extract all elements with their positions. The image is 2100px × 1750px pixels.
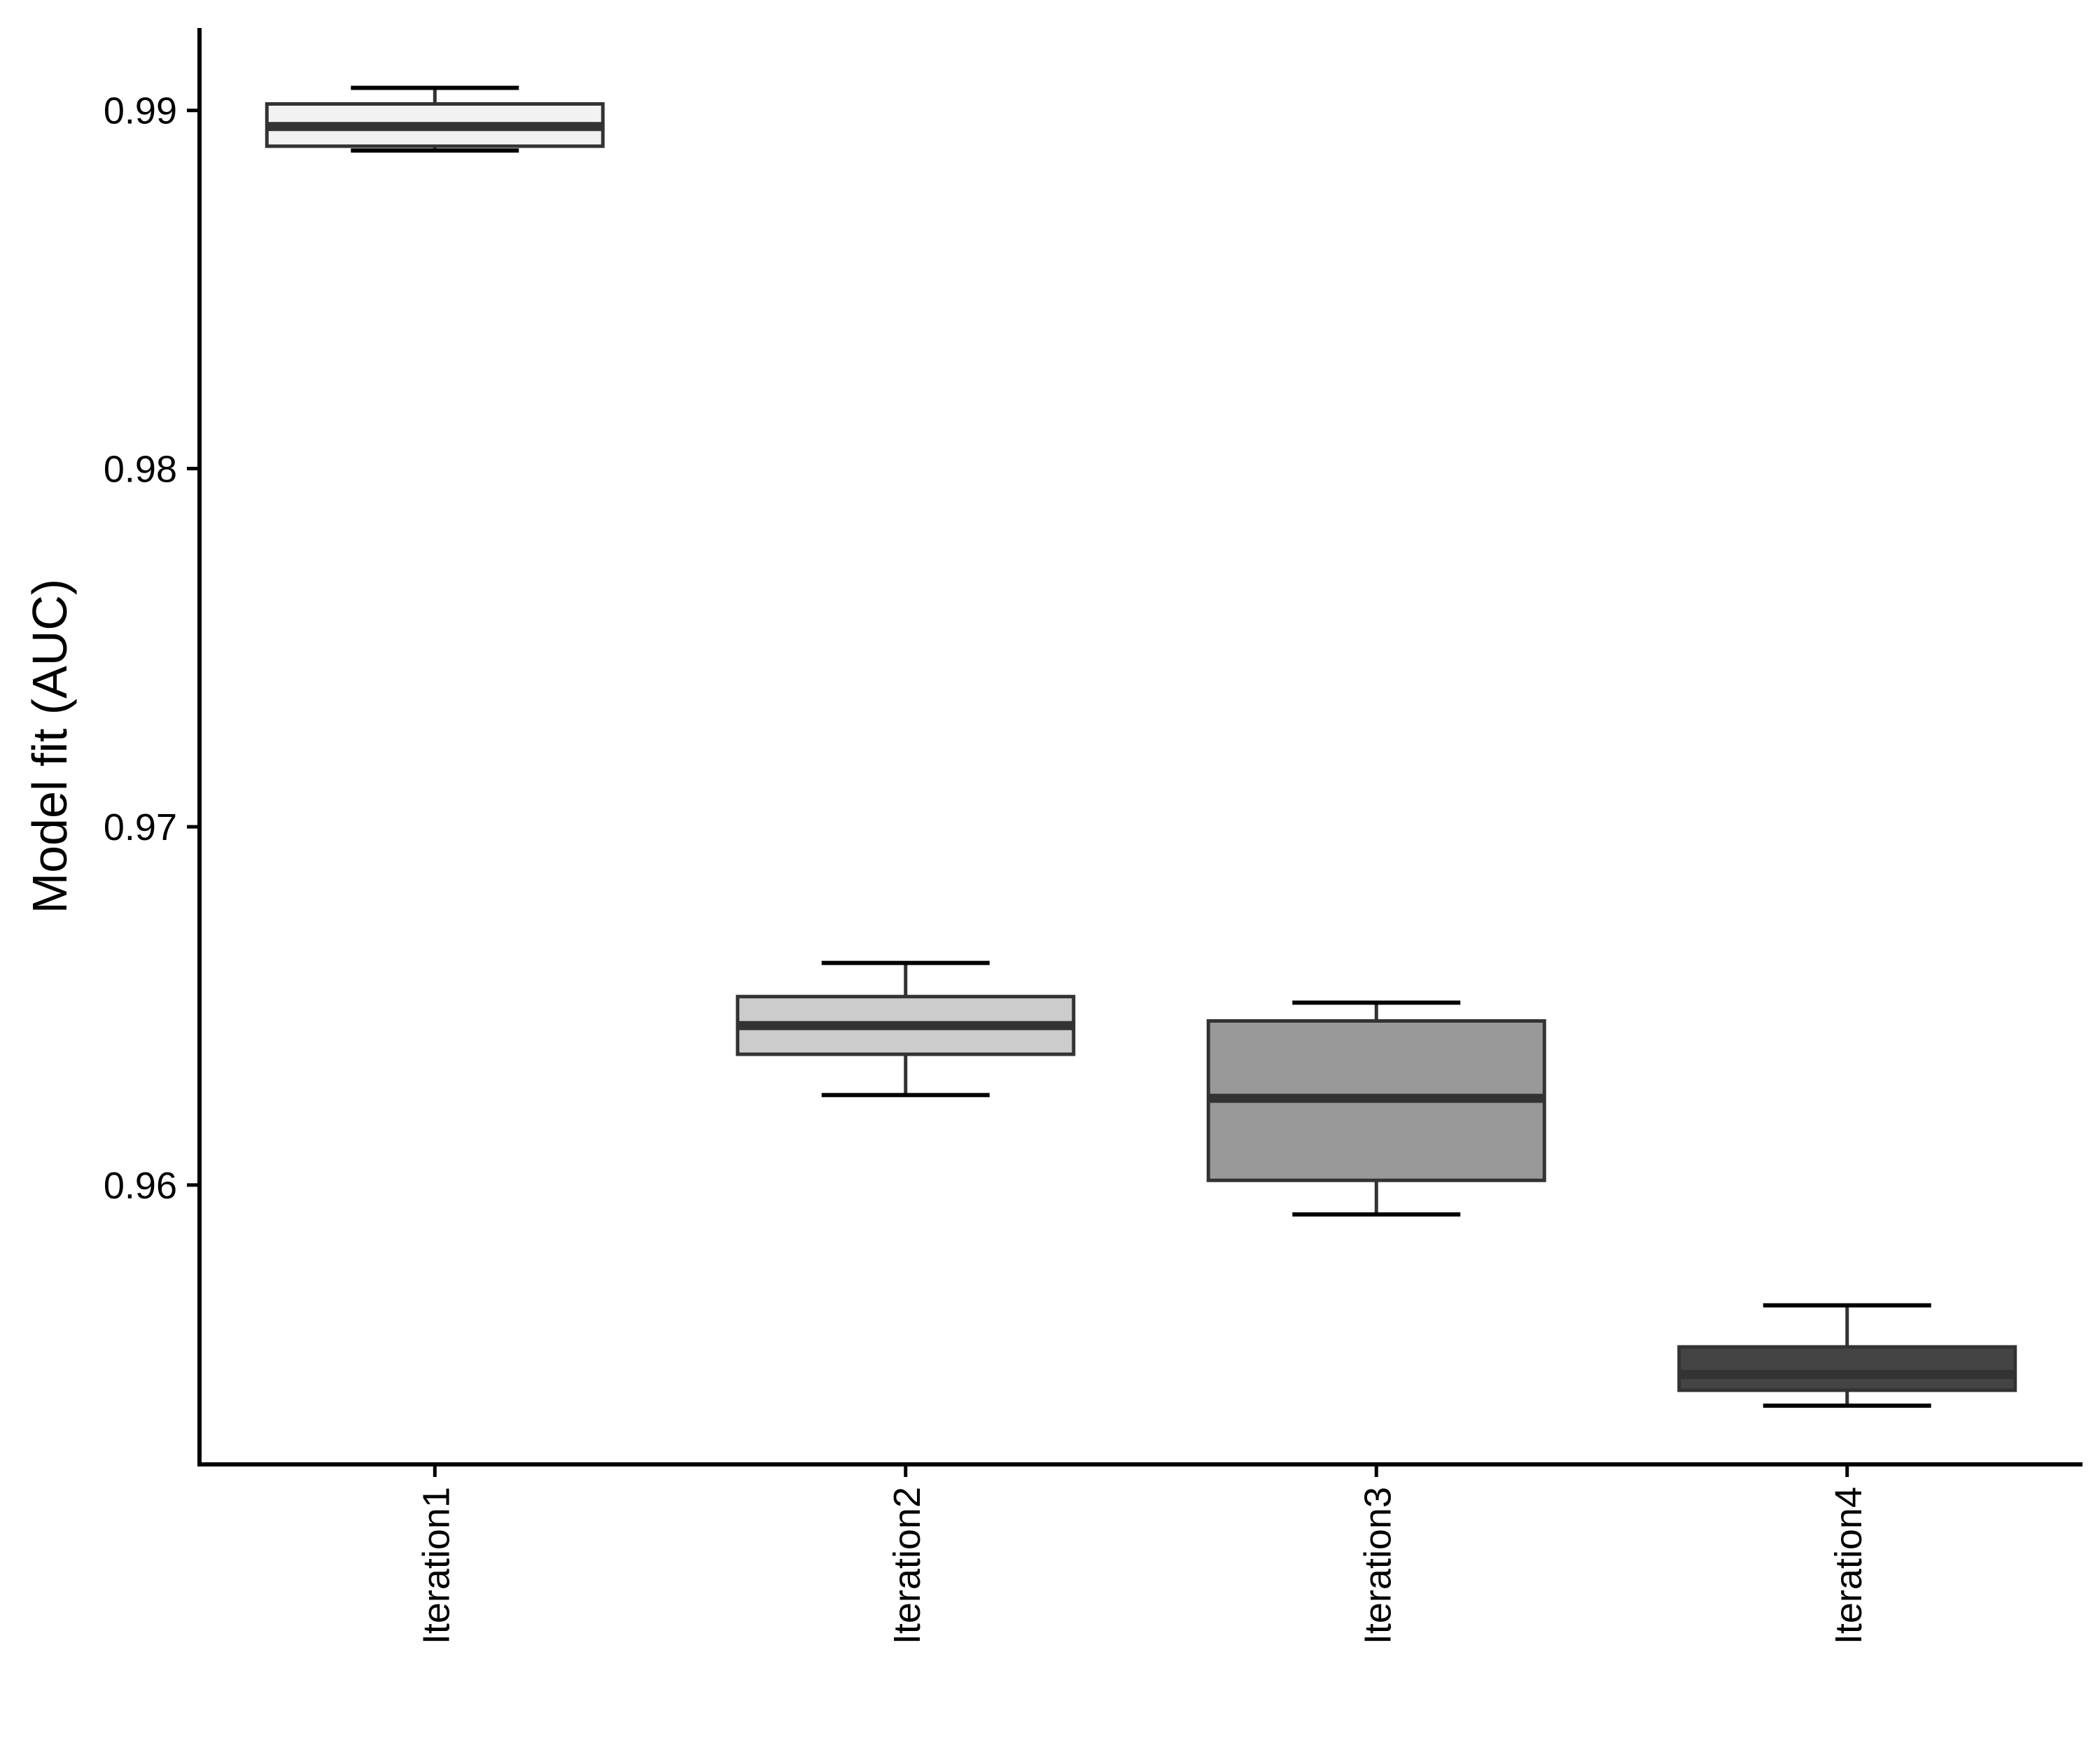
box-iteration2 <box>736 960 1076 1098</box>
x-axis-ticks: Iteration1 Iteration2 Iteration3 Iteration4 <box>415 1464 1870 1644</box>
box-iteration1 <box>265 85 605 153</box>
y-tick-label: 0.97 <box>104 806 177 848</box>
box-iteration3 <box>1206 1000 1546 1217</box>
y-tick-label: 0.98 <box>104 448 177 490</box>
boxes <box>265 85 2017 1408</box>
x-tick-label: Iteration2 <box>886 1487 928 1644</box>
y-axis-ticks: 0.96 0.97 0.98 0.99 <box>104 90 200 1207</box>
box-iteration4 <box>1677 1303 2017 1408</box>
y-tick-label: 0.99 <box>104 90 177 132</box>
x-tick-label: Iteration3 <box>1357 1487 1399 1644</box>
x-tick-label: Iteration4 <box>1828 1487 1870 1644</box>
iqr-box <box>1677 1345 2017 1392</box>
y-tick-label: 0.96 <box>104 1165 177 1207</box>
y-axis-title: Model fit (AUC) <box>22 579 77 913</box>
x-tick-label: Iteration1 <box>415 1487 457 1644</box>
